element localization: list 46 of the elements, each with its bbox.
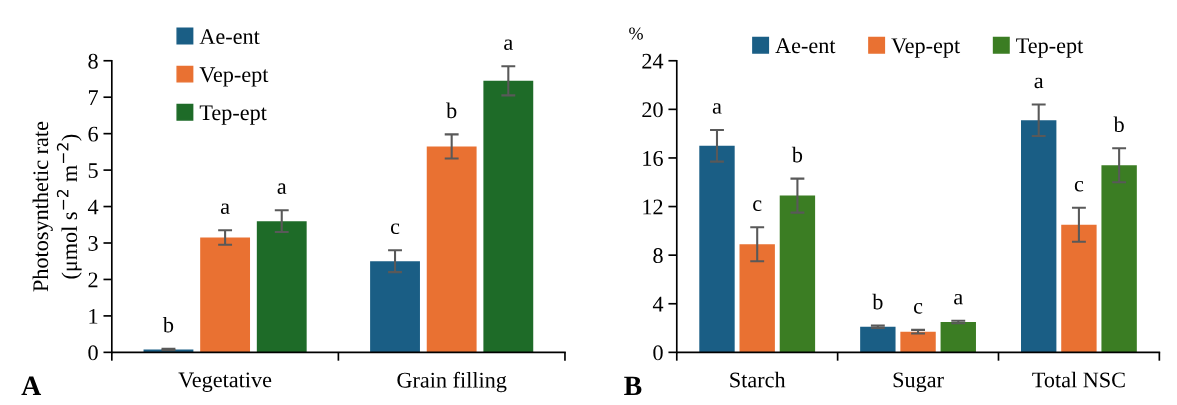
y-tick-label: 2 bbox=[88, 272, 98, 288]
data-label: b bbox=[791, 146, 803, 163]
y-tick-label: 8 bbox=[88, 53, 98, 69]
y-tick-label: 3 bbox=[88, 235, 98, 251]
data-label: a bbox=[712, 103, 722, 114]
y-tick-label: 20 bbox=[642, 102, 663, 118]
y-tick-label: 0 bbox=[88, 345, 98, 361]
x-tick-label: Sugar bbox=[893, 372, 944, 392]
y-tick-label: 7 bbox=[88, 90, 98, 105]
y-tick-label: 6 bbox=[88, 126, 98, 142]
data-label: c bbox=[753, 200, 762, 212]
x-tick-label: Grain filling bbox=[397, 371, 507, 393]
data-label: a bbox=[504, 39, 513, 51]
y-tick-label: 12 bbox=[643, 199, 663, 215]
text: A bbox=[21, 376, 42, 395]
legend-label: Vep-ept bbox=[891, 38, 961, 58]
y-tick-label: 0 bbox=[653, 345, 663, 361]
data-label: a bbox=[954, 293, 963, 305]
legend-label: Tep-ept bbox=[199, 105, 267, 125]
data-label: c bbox=[390, 223, 400, 235]
text: B bbox=[624, 376, 642, 396]
y-tick-label: 16 bbox=[643, 150, 663, 166]
x-tick-label: Vegetative bbox=[178, 372, 272, 392]
data-label: b bbox=[1113, 116, 1124, 133]
y-axis-title: % bbox=[629, 27, 643, 40]
legend-label: Vep-ept bbox=[199, 67, 269, 87]
legend-label: Ae-ent bbox=[775, 38, 836, 54]
y-tick-label: 4 bbox=[87, 199, 99, 215]
y-tick-label: 24 bbox=[642, 53, 664, 69]
data-label: a bbox=[1034, 77, 1044, 89]
data-label: b bbox=[162, 316, 174, 333]
y-tick-label: 5 bbox=[88, 163, 98, 179]
data-label: a bbox=[277, 183, 287, 195]
data-label: b bbox=[446, 102, 457, 119]
data-label: b bbox=[872, 293, 883, 310]
y-axis-title: Photosynthetic rate (μmol s$^{−2}$ m$^{−2}$) bbox=[32, 121, 82, 292]
y-tick-label: 8 bbox=[653, 248, 663, 264]
legend-label: Ae-ent bbox=[199, 29, 260, 45]
y-tick-label: 4 bbox=[652, 296, 664, 312]
x-tick-label: Total NSC bbox=[1032, 371, 1125, 388]
y-tick-label: 1 bbox=[89, 308, 98, 324]
legend-label: Tep-ept bbox=[1016, 38, 1084, 58]
data-label: a bbox=[220, 203, 230, 215]
data-label: c bbox=[913, 303, 923, 314]
x-tick-label: Starch bbox=[730, 371, 786, 388]
data-label: c bbox=[1074, 180, 1084, 192]
